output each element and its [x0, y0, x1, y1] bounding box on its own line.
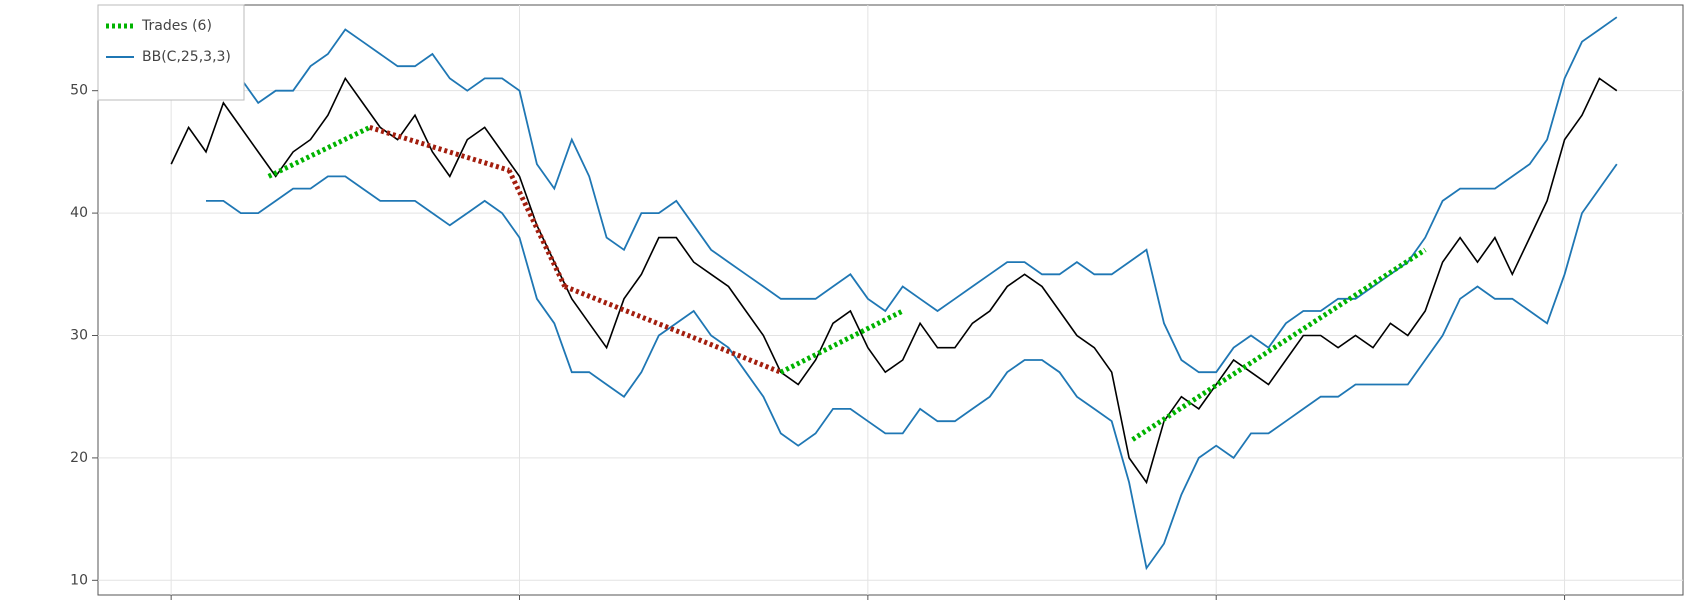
plot [170, 16, 1618, 571]
legend-box [97, 4, 245, 101]
plot-frame [97, 4, 1684, 596]
y-tick-label: 20 [70, 450, 88, 466]
y-tick-label: 10 [70, 572, 88, 588]
trade-line [1131, 247, 1427, 442]
trade-line [563, 284, 782, 375]
price-line [170, 76, 1618, 485]
trade-line [779, 308, 904, 375]
legend-label: Trades (6) [141, 18, 212, 34]
y-tick-label: 30 [70, 327, 88, 343]
trade-line [368, 125, 510, 173]
band-line [206, 163, 1618, 571]
trade-line [267, 125, 371, 179]
legend: Trades (6) BB(C,25,3,3) [97, 4, 245, 101]
legend-label: BB(C,25,3,3) [142, 49, 231, 65]
y-tick-label: 50 [70, 83, 88, 99]
grid [98, 5, 1683, 595]
y-tick-label: 40 [70, 205, 88, 221]
